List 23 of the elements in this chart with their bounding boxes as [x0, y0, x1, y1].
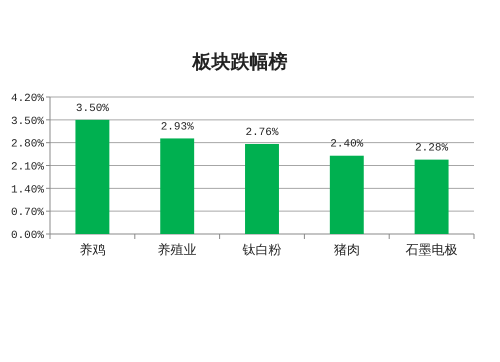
y-tick-label: 0.70%: [10, 207, 44, 220]
x-tick-label: 养鸡: [79, 242, 106, 258]
data-label: 2.28%: [415, 142, 448, 155]
y-tick-label: 0.00%: [10, 230, 44, 242]
bar: [414, 160, 449, 234]
x-tick-label: 钛白粉: [242, 243, 282, 258]
y-tick-label: 1.40%: [10, 184, 44, 196]
y-tick-label: 2.80%: [10, 138, 44, 151]
y-tick-label: 3.50%: [10, 116, 44, 128]
bar: [160, 138, 194, 234]
data-label: 2.40%: [330, 138, 364, 151]
y-tick-label: 4.20%: [10, 93, 44, 105]
data-label: 2.93%: [160, 121, 194, 134]
bar: [330, 156, 364, 234]
data-label: 2.76%: [245, 126, 279, 139]
x-tick-label: 猪肉: [334, 243, 360, 258]
bar: [75, 120, 110, 234]
x-tick-label: 养殖业: [158, 242, 197, 258]
y-tick-label: 2.10%: [10, 162, 44, 174]
x-tick-label: 石墨电极: [406, 243, 458, 258]
data-label: 3.50%: [76, 102, 110, 115]
chart-title: 板块跌幅榜: [192, 51, 288, 73]
bar: [245, 144, 279, 234]
